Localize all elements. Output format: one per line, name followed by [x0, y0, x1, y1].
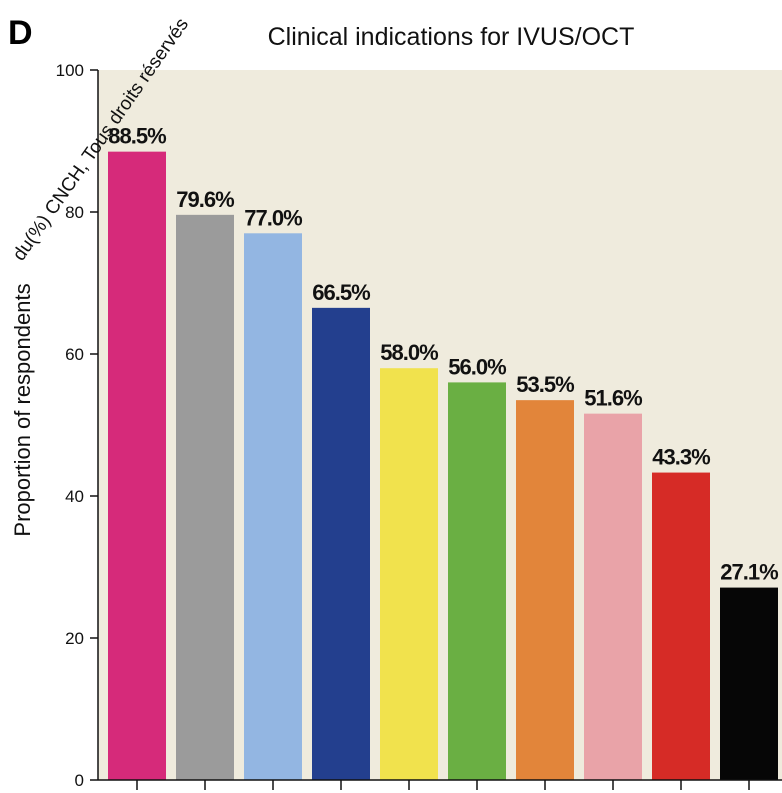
bar-6 [448, 382, 506, 780]
y-tick-label: 40 [65, 487, 84, 506]
data-label-1: 88.5% [108, 124, 166, 149]
bar-1 [108, 151, 166, 780]
y-axis-label: Proportion of respondents [10, 283, 35, 536]
data-label-8: 51.6% [584, 386, 642, 411]
data-labels-group: 88.5% 79.6% 77.0% 66.5% 58.0% 56.0% 53.5% 51.6%… [108, 124, 779, 585]
y-tick-label: 100 [56, 61, 84, 80]
bars-group [108, 151, 778, 781]
bar-2 [176, 214, 234, 781]
bar-7 [516, 400, 574, 780]
data-label-7: 53.5% [516, 372, 574, 397]
data-label-2: 79.6% [176, 187, 234, 212]
y-tick-label: 60 [65, 345, 84, 364]
bar-4 [312, 307, 370, 780]
data-label-9: 43.3% [652, 445, 710, 470]
bar-5 [380, 368, 438, 780]
y-tick-label: 0 [75, 771, 84, 790]
bar-3 [244, 233, 302, 781]
data-label-5: 58.0% [380, 340, 438, 365]
axes-group: 0 20 40 60 80 100 [56, 61, 782, 790]
data-label-3: 77.0% [244, 205, 302, 230]
y-tick-label: 80 [65, 203, 84, 222]
data-label-6: 56.0% [448, 354, 506, 379]
panel-letter: D [8, 14, 33, 52]
data-label-10: 27.1% [720, 560, 778, 585]
bar-8 [584, 413, 642, 780]
bar-10 [720, 587, 778, 780]
chart-title: Clinical indications for IVUS/OCT [268, 23, 635, 51]
bar-9 [652, 472, 710, 780]
data-label-4: 66.5% [312, 280, 370, 305]
y-tick-label: 20 [65, 629, 84, 648]
